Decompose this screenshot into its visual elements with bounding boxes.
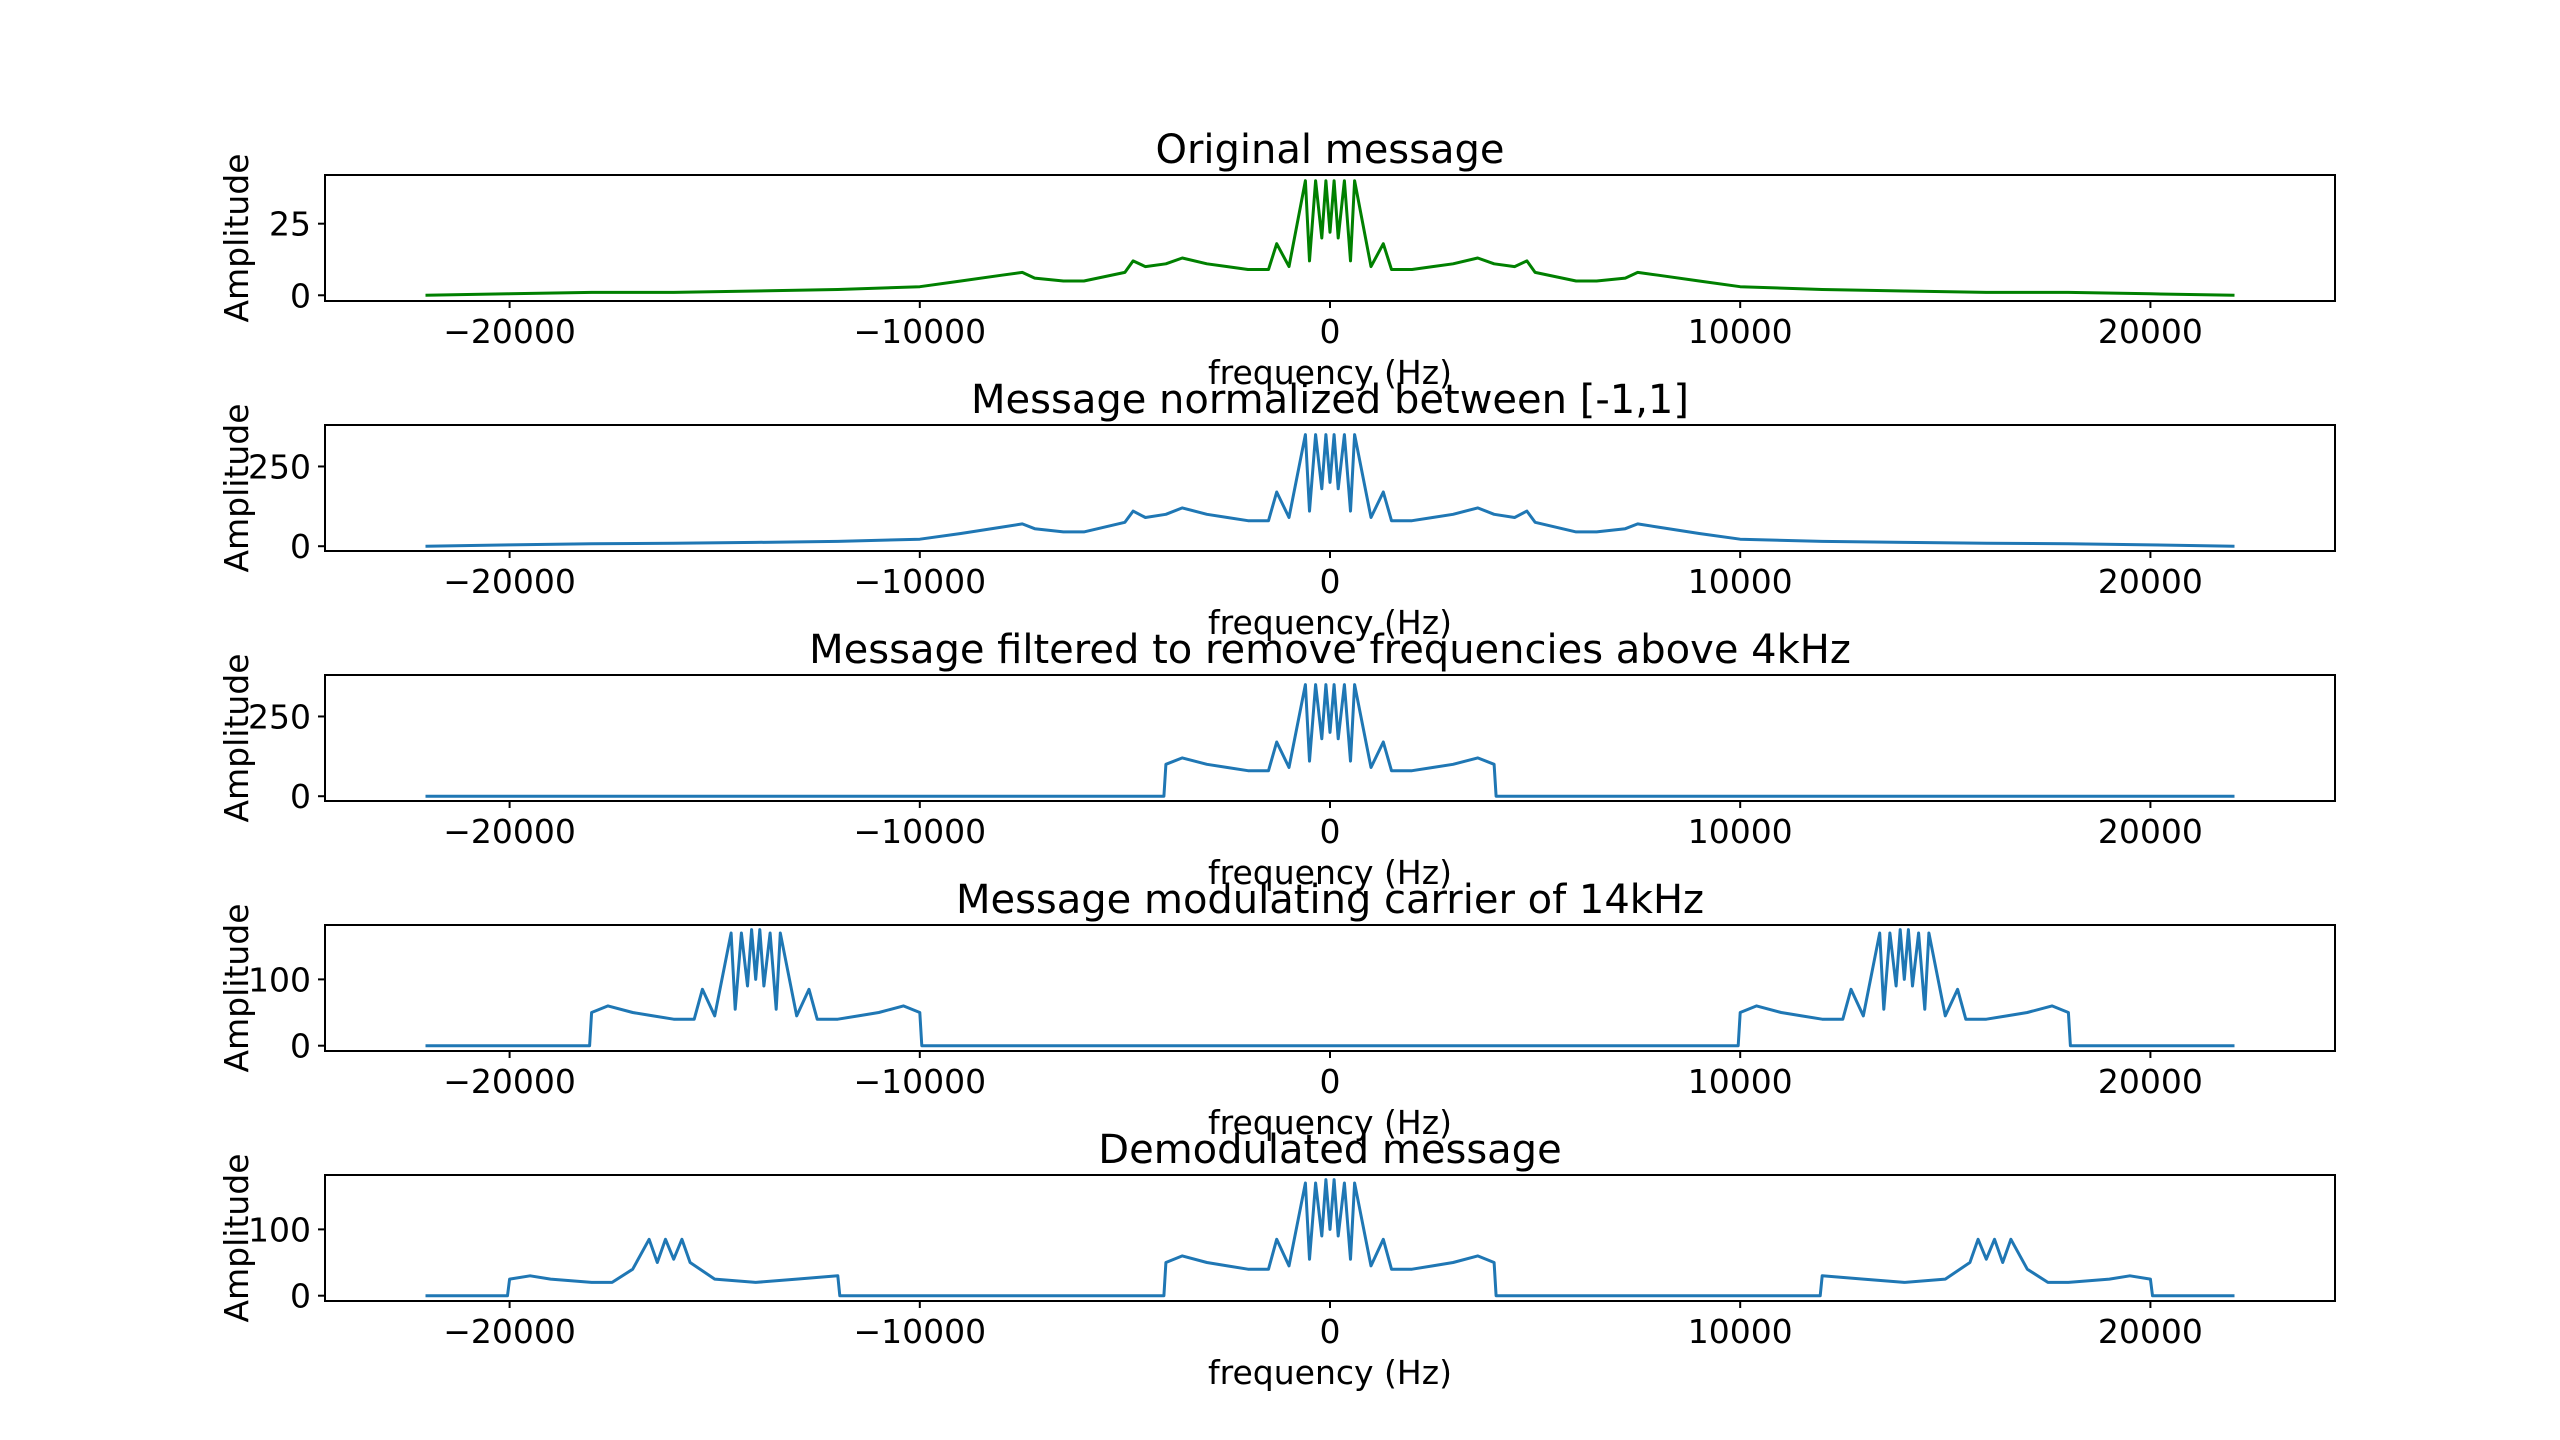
y-tick-label: 0 bbox=[290, 777, 311, 816]
series-line bbox=[425, 1178, 2235, 1298]
x-tick-label: 10000 bbox=[1688, 1312, 1793, 1351]
series-line bbox=[425, 179, 2235, 297]
y-tick-label: 25 bbox=[269, 205, 311, 244]
axes-frame bbox=[324, 674, 2336, 802]
x-tick-label: −10000 bbox=[853, 812, 986, 851]
x-tick-label: −20000 bbox=[443, 1062, 576, 1101]
x-tick-label: −20000 bbox=[443, 812, 576, 851]
subplot-title: Message modulating carrier of 14kHz bbox=[956, 877, 1704, 923]
y-axis-label: Amplitude bbox=[217, 403, 256, 572]
y-tick-label: 250 bbox=[248, 697, 311, 736]
subplot-title: Demodulated message bbox=[1098, 1127, 1561, 1173]
x-axis-label: frequency (Hz) bbox=[1208, 353, 1452, 392]
x-tick-label: 0 bbox=[1320, 1062, 1341, 1101]
axes-frame bbox=[324, 924, 2336, 1052]
axes-frame bbox=[324, 174, 2336, 302]
x-tick-label: 0 bbox=[1320, 812, 1341, 851]
x-tick-label: −10000 bbox=[853, 562, 986, 601]
x-tick-label: 10000 bbox=[1688, 812, 1793, 851]
axes-frame bbox=[324, 1174, 2336, 1302]
x-tick-label: 10000 bbox=[1688, 312, 1793, 351]
y-tick-label: 100 bbox=[248, 1210, 311, 1249]
subplot-5: −20000 −10000 0 10000 20000 0 100 Demodulated m… bbox=[217, 1127, 2336, 1392]
x-tick-label: 20000 bbox=[2098, 1312, 2203, 1351]
x-tick-label: 20000 bbox=[2098, 312, 2203, 351]
y-axis-label: Amplitude bbox=[217, 153, 256, 322]
x-tick-label: 20000 bbox=[2098, 1062, 2203, 1101]
x-tick-label: −10000 bbox=[853, 312, 986, 351]
x-axis-label: frequency (Hz) bbox=[1208, 1103, 1452, 1142]
x-tick-label: 0 bbox=[1320, 562, 1341, 601]
x-tick-label: 0 bbox=[1320, 1312, 1341, 1351]
subplot-title: Message filtered to remove frequencies a… bbox=[809, 627, 1851, 673]
y-axis-label: Amplitude bbox=[217, 653, 256, 822]
subplot-title: Message normalized between [-1,1] bbox=[971, 377, 1689, 423]
x-tick-label: 10000 bbox=[1688, 562, 1793, 601]
y-tick-label: 0 bbox=[290, 527, 311, 566]
axes-frame bbox=[324, 424, 2336, 552]
series-line bbox=[425, 928, 2235, 1048]
subplot-1: −20000 −10000 0 10000 20000 0 25 Original messa… bbox=[217, 127, 2336, 392]
subplot-2: −20000 −10000 0 10000 20000 0 250 Message norma… bbox=[217, 377, 2336, 642]
x-axis-label: frequency (Hz) bbox=[1208, 603, 1452, 642]
y-tick-label: 0 bbox=[290, 1277, 311, 1316]
subplot-3: −20000 −10000 0 10000 20000 0 250 Message filte… bbox=[217, 627, 2336, 892]
x-tick-label: −10000 bbox=[853, 1312, 986, 1351]
x-tick-label: 20000 bbox=[2098, 812, 2203, 851]
x-axis-label: frequency (Hz) bbox=[1208, 1353, 1452, 1392]
x-tick-label: −10000 bbox=[853, 1062, 986, 1101]
subplot-4: −20000 −10000 0 10000 20000 0 100 Message modul… bbox=[217, 877, 2336, 1142]
x-tick-label: −20000 bbox=[443, 562, 576, 601]
x-tick-label: 10000 bbox=[1688, 1062, 1793, 1101]
x-axis-label: frequency (Hz) bbox=[1208, 853, 1452, 892]
y-tick-label: 0 bbox=[290, 276, 311, 315]
x-tick-label: 0 bbox=[1320, 312, 1341, 351]
y-tick-label: 250 bbox=[248, 447, 311, 486]
x-tick-label: 20000 bbox=[2098, 562, 2203, 601]
y-tick-label: 100 bbox=[248, 960, 311, 999]
series-line bbox=[425, 433, 2235, 548]
x-tick-label: −20000 bbox=[443, 1312, 576, 1351]
y-axis-label: Amplitude bbox=[217, 903, 256, 1072]
series-line bbox=[425, 683, 2235, 798]
y-axis-label: Amplitude bbox=[217, 1153, 256, 1322]
x-tick-label: −20000 bbox=[443, 312, 576, 351]
y-tick-label: 0 bbox=[290, 1027, 311, 1066]
subplot-title: Original message bbox=[1155, 127, 1504, 173]
